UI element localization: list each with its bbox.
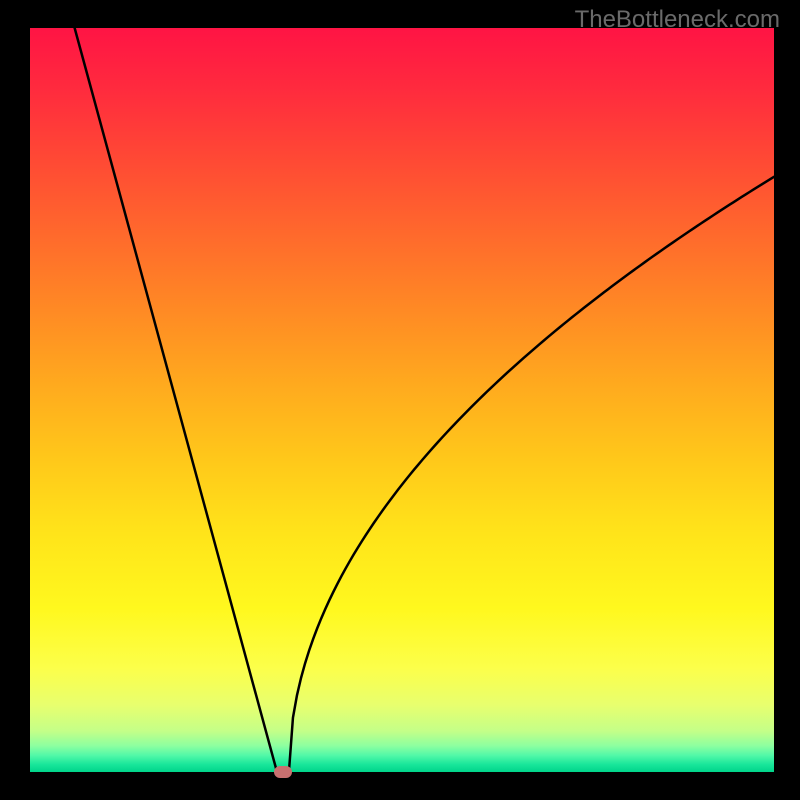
gradient-background bbox=[30, 28, 774, 772]
stage: TheBottleneck.com bbox=[0, 0, 800, 800]
watermark-text: TheBottleneck.com bbox=[575, 6, 780, 34]
plot-area bbox=[30, 28, 774, 772]
curve-layer bbox=[30, 28, 774, 772]
minimum-marker bbox=[274, 766, 292, 778]
